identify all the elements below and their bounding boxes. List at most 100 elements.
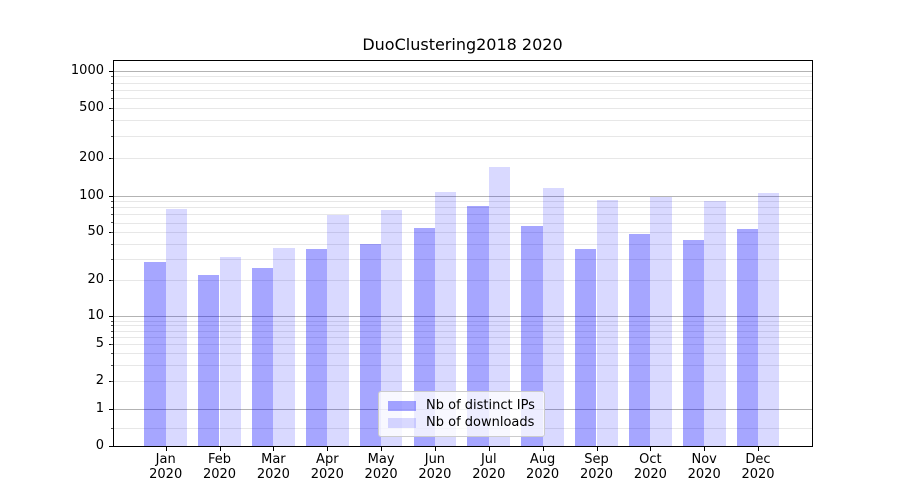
y-tick-label-10: 10: [87, 308, 104, 324]
y-tick-mark-100: [109, 196, 113, 197]
gridline-minor: [114, 108, 812, 110]
y-tick-label-200: 200: [79, 150, 104, 166]
y-tick-mark-minor: [111, 201, 113, 202]
y-tick-mark-minor: [111, 232, 113, 233]
y-tick-mark-minor: [111, 83, 113, 84]
y-tick-label-50: 50: [87, 224, 104, 239]
x-tick-month: Jan: [155, 452, 176, 467]
bar-ips-feb: [198, 275, 220, 446]
gridline-minor: [114, 214, 812, 216]
x-tick-month: Nov: [691, 452, 717, 467]
y-tick-mark-minor: [111, 222, 113, 223]
gridline-minor: [114, 120, 812, 122]
y-tick-mark-minor: [111, 259, 113, 260]
y-tick-label-1000: 1000: [70, 62, 104, 78]
gridline-minor: [114, 158, 812, 160]
bar-ips-jan: [144, 262, 166, 446]
x-tick-mark-feb: [220, 447, 221, 451]
gridline-minor: [114, 136, 812, 138]
x-tick-label-jan: Jan 2020: [138, 452, 194, 482]
x-tick-mark-jan: [166, 447, 167, 451]
bar-ips-oct: [629, 234, 651, 446]
y-tick-label-500: 500: [79, 100, 104, 116]
x-tick-label-aug: Aug 2020: [515, 452, 571, 482]
gridline-major: [114, 316, 812, 318]
x-tick-month: Apr: [316, 452, 339, 467]
y-tick-mark-1: [109, 409, 113, 410]
x-tick-year: 2020: [364, 467, 398, 482]
bar-ips-sep: [575, 249, 597, 446]
y-tick-mark-minor: [111, 244, 113, 245]
x-tick-mark-may: [381, 447, 382, 451]
x-tick-month: Feb: [207, 452, 232, 467]
y-tick-mark-minor: [111, 428, 113, 429]
x-tick-mark-aug: [543, 447, 544, 451]
y-tick-mark-minor: [111, 344, 113, 345]
x-tick-label-oct: Oct 2020: [622, 452, 678, 482]
bar-downloads-dec: [758, 193, 780, 446]
bar-ips-jul: [467, 205, 489, 446]
legend-item-distinct-ips: Nb of distinct IPs: [388, 398, 535, 413]
bar-ips-mar: [252, 268, 274, 446]
legend-swatch-downloads: [388, 417, 416, 428]
y-tick-mark-minor: [111, 381, 113, 382]
y-tick-label-20: 20: [87, 272, 104, 287]
legend-item-downloads: Nb of downloads: [388, 415, 535, 430]
x-tick-year: 2020: [472, 467, 506, 482]
bar-downloads-nov: [704, 201, 726, 446]
x-tick-mark-jun: [435, 447, 436, 451]
x-tick-year: 2020: [741, 467, 775, 482]
gridline-minor: [114, 381, 812, 383]
x-tick-year: 2020: [633, 467, 667, 482]
x-tick-year: 2020: [310, 467, 344, 482]
x-tick-month: Dec: [745, 452, 771, 467]
gridline-major: [114, 70, 812, 72]
legend-label-downloads: Nb of downloads: [426, 415, 535, 430]
x-tick-year: 2020: [149, 467, 183, 482]
bar-downloads-mar: [273, 247, 295, 446]
chart-title: DuoClustering2018 2020: [362, 35, 563, 54]
x-tick-label-jul: Jul 2020: [461, 452, 517, 482]
gridline-minor: [114, 207, 812, 209]
x-tick-month: May: [367, 452, 395, 467]
plot-frame: [113, 60, 813, 447]
bar-downloads-jul: [488, 166, 511, 446]
y-tick-mark-minor: [111, 90, 113, 91]
gridline-major: [114, 195, 812, 197]
x-tick-year: 2020: [418, 467, 452, 482]
bar-downloads-aug: [542, 188, 564, 446]
y-tick-label-0: 0: [95, 438, 104, 453]
x-tick-year: 2020: [526, 467, 560, 482]
x-tick-month: Aug: [529, 452, 556, 467]
y-tick-label-100: 100: [79, 187, 104, 203]
gridline-minor: [114, 280, 812, 281]
y-tick-mark-minor: [111, 207, 113, 208]
x-tick-mark-nov: [704, 447, 705, 451]
x-tick-label-may: May 2020: [353, 452, 409, 482]
y-tick-mark-minor: [111, 158, 113, 159]
x-tick-mark-oct: [650, 447, 651, 451]
gridline-minor: [114, 364, 812, 366]
y-tick-label-1: 1: [95, 401, 104, 417]
x-tick-month: Sep: [584, 452, 609, 467]
y-tick-mark-minor: [111, 136, 113, 137]
bar-ips-nov: [682, 239, 705, 446]
x-tick-label-feb: Feb 2020: [192, 452, 248, 482]
bar-downloads-sep: [596, 199, 618, 446]
bar-downloads-jan: [165, 209, 188, 446]
y-tick-mark-minor: [111, 325, 113, 326]
x-tick-label-nov: Nov 2020: [676, 452, 732, 482]
bar-ips-dec: [736, 229, 758, 446]
y-tick-mark-minor: [111, 280, 113, 281]
x-tick-mark-apr: [327, 447, 328, 451]
bar-ips-may: [359, 243, 382, 446]
gridline-minor: [114, 222, 812, 224]
legend-swatch-distinct-ips: [388, 400, 416, 411]
gridline-minor: [114, 82, 812, 84]
gridline-minor: [114, 90, 812, 92]
y-tick-mark-minor: [111, 214, 113, 215]
x-tick-label-apr: Apr 2020: [299, 452, 355, 482]
gridline-minor: [114, 336, 812, 338]
